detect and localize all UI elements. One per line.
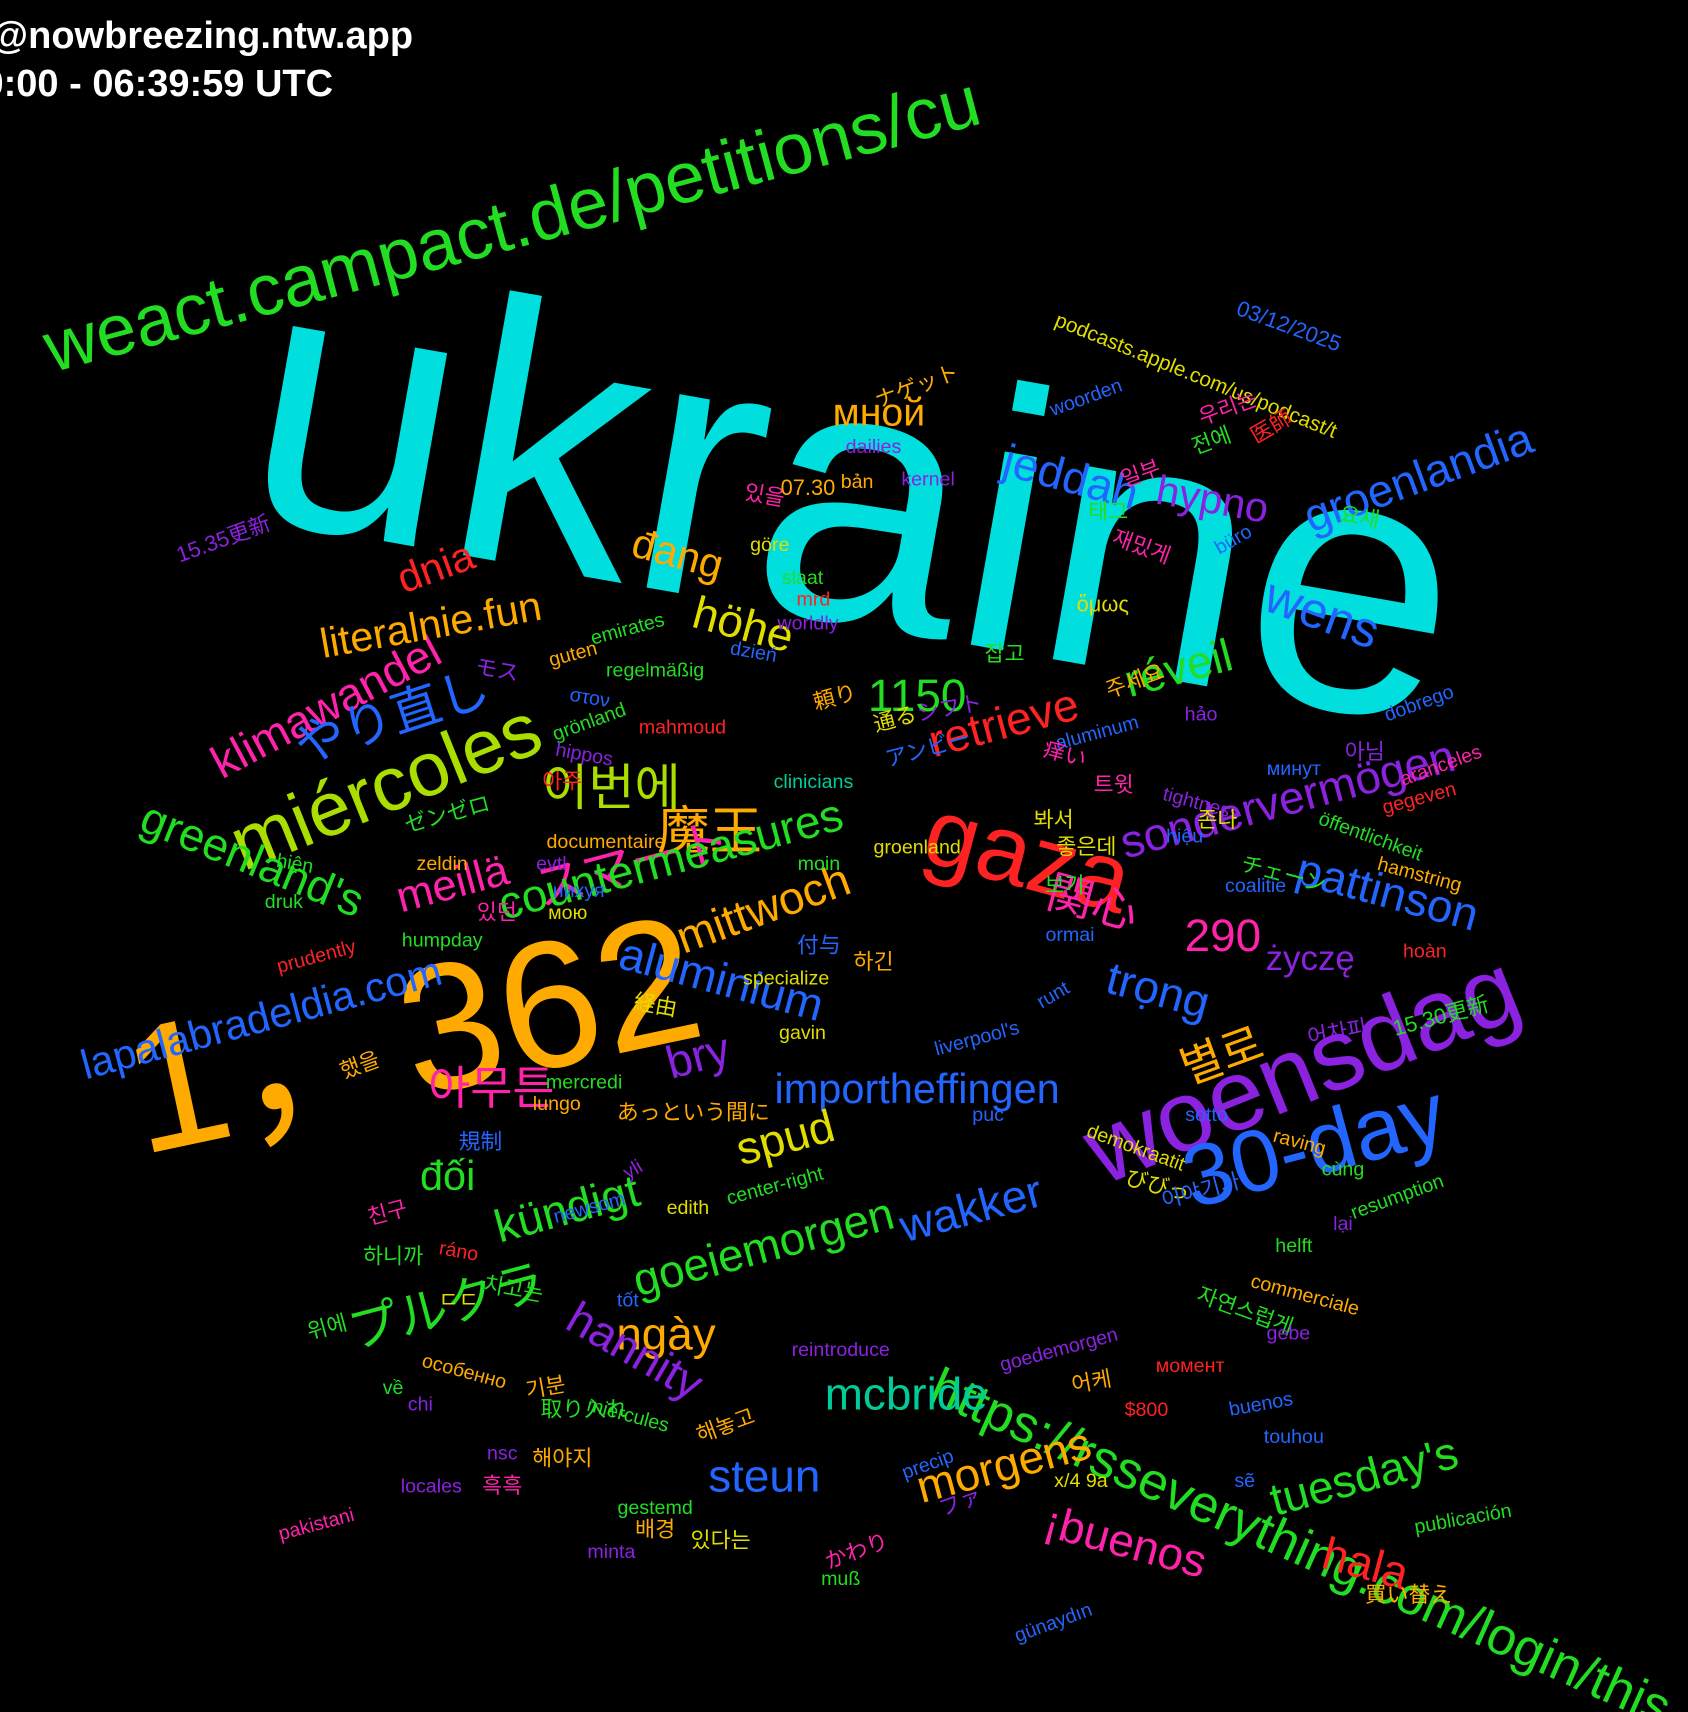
word: gebe (1267, 1322, 1311, 1344)
word: 잡고 (984, 641, 1024, 666)
word: 보기 (1044, 872, 1084, 897)
word: tốt (617, 1290, 639, 1312)
word: puc (972, 1104, 1004, 1126)
word: 1150 (868, 669, 967, 721)
word: documentaire (546, 831, 665, 853)
word: ormai (1045, 924, 1094, 946)
word: 아주 (542, 769, 582, 794)
word: 이번에 (542, 760, 681, 816)
word: specialize (743, 968, 829, 990)
word: 봐서 (1034, 807, 1074, 832)
word: mrd (797, 589, 831, 611)
word: 트윗 (1094, 772, 1134, 797)
word: regelmäßig (606, 660, 704, 682)
word: ὅμως (1077, 592, 1129, 617)
word: göre (750, 534, 789, 556)
word: reintroduce (792, 1339, 890, 1361)
word: 07.30 (781, 475, 836, 500)
word: 배경 (635, 1517, 675, 1542)
word: edith (667, 1197, 710, 1219)
word: muß (821, 1568, 860, 1590)
word: 魔王 (657, 803, 762, 861)
word: mcbride (825, 1368, 988, 1420)
word: 아무튼 (428, 1062, 555, 1114)
word: minta (587, 1541, 635, 1563)
word: gestemd (617, 1497, 692, 1519)
word: ㄷㄷ (438, 1287, 478, 1312)
word: evtl (536, 853, 567, 875)
word: groenland (873, 837, 960, 859)
word: あっという間に (617, 1099, 770, 1124)
word: chi (408, 1393, 433, 1415)
word: минут (1267, 758, 1321, 780)
word: hiệu (1166, 826, 1203, 848)
word: ngày (616, 1308, 715, 1360)
word: 있다는 (690, 1527, 750, 1552)
word: sotto (1185, 1104, 1228, 1126)
word: coalitie (1225, 875, 1286, 897)
word: мной (833, 390, 926, 434)
word: moin (798, 853, 841, 875)
word: 태그 (1088, 499, 1128, 524)
word: 290 (1185, 909, 1262, 961)
word: slaat (782, 567, 824, 589)
word: gavin (779, 1022, 826, 1044)
word: 아님 (1345, 739, 1385, 764)
word: życzę (1266, 939, 1355, 978)
word: 付与 (797, 932, 841, 957)
word: 하긴 (853, 949, 893, 974)
word: mahmoud (639, 716, 726, 738)
word: 買い替え (1365, 1582, 1452, 1607)
word: locales (401, 1475, 462, 1497)
word: 해야지 (532, 1446, 592, 1471)
word: touhou (1264, 1426, 1324, 1448)
word: zeldin (417, 853, 468, 875)
word: worldly (776, 613, 838, 635)
word: lại (1333, 1213, 1353, 1235)
word: importheffingen (775, 1065, 1060, 1112)
word: bản (841, 471, 874, 493)
word: мою (548, 902, 587, 924)
word: nsc (487, 1443, 518, 1465)
word: 取り入れ (540, 1396, 627, 1421)
title: Now Breezing b2.9.3 @nowbreezing.ntw.app (0, 15, 413, 57)
word: $800 (1125, 1399, 1169, 1421)
word: cùng (1322, 1159, 1365, 1181)
word: druk (265, 891, 303, 913)
word: 존나 (1197, 807, 1237, 832)
word: момент (1156, 1355, 1225, 1377)
word: hảo (1185, 703, 1218, 725)
subtitle: 2025-03-12, 06:30:00 - 06:39:59 UTC (0, 63, 333, 105)
word: sẽ (1234, 1470, 1255, 1492)
word: 하니까 (363, 1244, 423, 1269)
word: 規制 (459, 1129, 503, 1154)
word: helft (1275, 1235, 1313, 1257)
word: đối (420, 1152, 475, 1199)
word: lungo (533, 1093, 581, 1115)
word: kernel (901, 469, 955, 491)
word: về (383, 1377, 404, 1399)
word: hoàn (1403, 940, 1447, 962)
word: humpday (402, 929, 483, 951)
word: 흑흑 (482, 1473, 522, 1498)
word: 있던 (477, 900, 517, 925)
word: 좋은데 (1056, 834, 1116, 859)
word: нихуя (553, 880, 605, 902)
word: dailies (846, 436, 902, 458)
word: mercredi (546, 1071, 622, 1093)
word: x/4 9a (1054, 1470, 1108, 1492)
word: clinicians (774, 771, 854, 793)
word: steun (708, 1450, 820, 1502)
